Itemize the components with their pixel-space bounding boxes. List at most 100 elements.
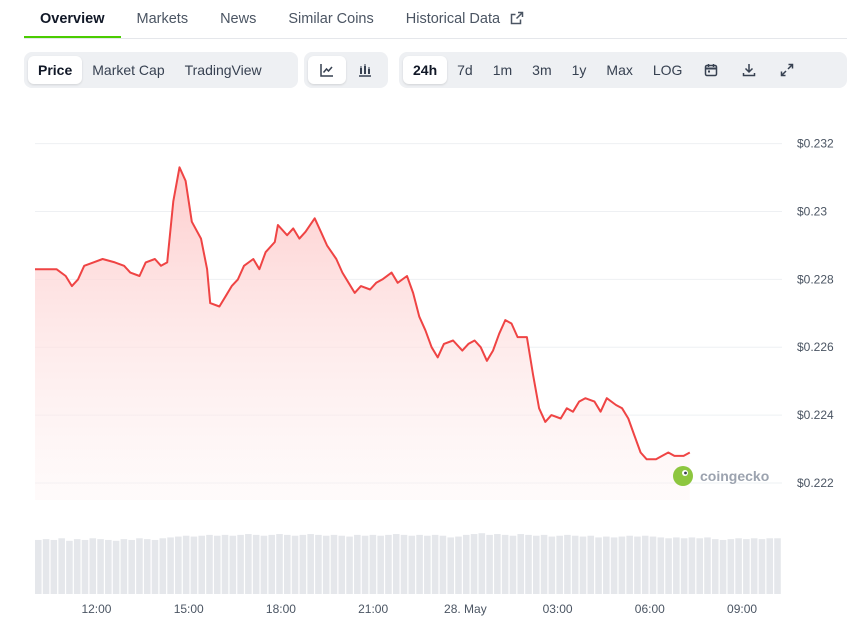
y-tick-label: $0.23 [797, 204, 827, 218]
volume-bar [307, 534, 314, 594]
fullscreen-button[interactable] [768, 56, 806, 84]
tab-historical-data[interactable]: Historical Data [390, 0, 540, 38]
volume-bar [322, 535, 330, 594]
volume-bar [470, 534, 478, 594]
volume-bar [291, 535, 299, 594]
volume-bar [774, 538, 781, 594]
volume-bar [128, 539, 135, 594]
volume-bar [665, 538, 672, 594]
volume-bar [533, 535, 540, 594]
line-chart-button[interactable] [308, 56, 346, 84]
price-chart[interactable]: $0.222 $0.224 $0.226 $0.228 $0.23 $0.232 12:0… [0, 100, 847, 628]
volume-bar [408, 535, 416, 594]
y-tick-label: $0.224 [797, 408, 834, 422]
candlestick-button[interactable] [346, 56, 384, 84]
fullscreen-icon [781, 63, 794, 77]
volume-bar [190, 536, 198, 594]
volume-bar [431, 534, 439, 594]
range-1y-button[interactable]: 1y [571, 62, 587, 78]
volume-bar [58, 538, 65, 594]
volume-bar [361, 535, 369, 594]
volume-bar [66, 540, 73, 594]
volume-bar [525, 534, 532, 594]
volume-bar [112, 540, 120, 594]
volume-bar [509, 535, 517, 594]
volume-bar [494, 534, 501, 594]
watermark-text: coingecko [700, 468, 769, 484]
volume-bar [299, 534, 307, 594]
price-area [35, 167, 690, 501]
tab-markets-label: Markets [136, 11, 189, 27]
range-3m-button[interactable]: 3m [532, 62, 552, 78]
volume-bar [175, 536, 182, 594]
volume-bar [743, 539, 750, 594]
mode-tradingview-button[interactable]: TradingView [184, 62, 262, 78]
volume-bar [120, 539, 128, 594]
volume-bar [548, 536, 556, 594]
volume-bar [354, 534, 361, 594]
calendar-button[interactable] [692, 56, 730, 84]
tab-overview[interactable]: Overview [24, 0, 121, 38]
volume-bar [587, 535, 595, 594]
tab-similar-coins-label: Similar Coins [288, 11, 374, 27]
time-range-group: 24h 7d 1m 3m 1y Max LOG [399, 52, 847, 88]
log-scale-button[interactable]: LOG [652, 62, 683, 78]
volume-bar [610, 537, 618, 594]
mode-market-cap-button[interactable]: Market Cap [92, 62, 165, 78]
volume-bar [159, 538, 167, 594]
volume-bar [252, 534, 260, 594]
volume-bar [711, 539, 719, 594]
range-1m-button[interactable]: 1m [492, 62, 513, 78]
coingecko-watermark: coingecko [673, 466, 769, 486]
volume-bar [657, 537, 665, 594]
volume-bar [167, 537, 174, 594]
volume-bar [540, 534, 548, 594]
x-tick-label: 12:00 [81, 602, 111, 616]
volume-bar [579, 536, 587, 594]
external-link-icon [510, 11, 524, 25]
coingecko-logo-icon [673, 466, 693, 486]
y-tick-label: $0.222 [797, 476, 834, 490]
volume-bar [260, 535, 268, 594]
volume-bar [556, 535, 563, 594]
range-24h-button[interactable]: 24h [403, 56, 448, 84]
volume-bar [206, 534, 213, 594]
volume-bar [338, 535, 346, 594]
volume-bar [268, 534, 276, 594]
x-tick-label: 03:00 [543, 602, 573, 616]
volume-bar [385, 534, 392, 594]
volume-bar [727, 539, 735, 594]
y-tick-label: $0.226 [797, 340, 834, 354]
download-button[interactable] [730, 56, 768, 84]
volume-bar [688, 537, 696, 594]
range-7d-button[interactable]: 7d [457, 62, 473, 78]
chart-style-group [304, 52, 388, 88]
volume-bar [35, 539, 42, 594]
tab-markets[interactable]: Markets [121, 0, 205, 38]
tab-similar-coins[interactable]: Similar Coins [272, 0, 389, 38]
volume-bar [634, 536, 641, 594]
tab-historical-data-label: Historical Data [405, 11, 501, 27]
volume-bar [462, 534, 470, 594]
download-icon [743, 64, 756, 77]
volume-bar [369, 534, 377, 594]
volume-bar [603, 536, 610, 594]
x-tick-label: 06:00 [635, 602, 665, 616]
volume-bar [284, 534, 291, 594]
line-chart-icon [320, 64, 333, 77]
volume-bar [735, 538, 742, 594]
mode-price-button[interactable]: Price [28, 56, 83, 84]
volume-bar [151, 539, 159, 594]
volume-bar [673, 537, 680, 594]
tab-news[interactable]: News [204, 0, 272, 38]
x-tick-label: 15:00 [174, 602, 204, 616]
volume-bar [315, 534, 322, 594]
volume-bar [50, 539, 58, 594]
x-tick-label: 28. May [444, 602, 487, 616]
range-max-button[interactable]: Max [606, 62, 633, 78]
volume-bar [105, 539, 112, 594]
candlestick-icon [359, 64, 371, 77]
volume-bar [564, 534, 571, 594]
volume-bar [680, 538, 688, 594]
volume-bar [719, 539, 727, 594]
